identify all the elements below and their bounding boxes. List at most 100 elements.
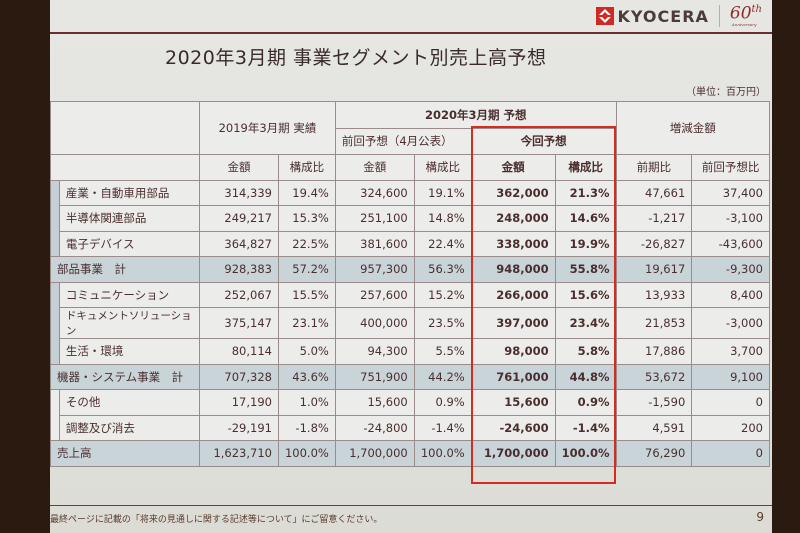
fy19-ratio: -1.8% (277, 414, 336, 441)
row-label: ドキュメントソリューション (58, 307, 201, 339)
cur-amount: 248,000 (470, 205, 556, 232)
fy19-amount: 314,339 (199, 179, 279, 206)
prev-ratio: 100.0% (413, 440, 472, 467)
prev-ratio: 5.5% (413, 338, 472, 365)
vs-prev: -43,600 (691, 230, 770, 257)
vs-prior: -1,590 (615, 389, 693, 416)
prev-amount: 324,600 (334, 179, 415, 206)
fy19-ratio: 5.0% (277, 338, 336, 365)
cur-amount: 1,700,000 (470, 440, 556, 467)
group-stripe (50, 389, 60, 441)
cur-ratio: 5.8% (554, 338, 617, 365)
row-label: 調整及び消去 (58, 414, 201, 441)
header-prev-ratio: 構成比 (413, 154, 472, 181)
fy19-ratio: 19.4% (277, 179, 336, 206)
fy19-amount: 17,190 (199, 389, 279, 416)
page-title: 2020年3月期 事業セグメント別売上高予想 (165, 47, 547, 69)
vs-prior: 76,290 (615, 440, 693, 467)
prev-amount: -24,800 (334, 414, 415, 441)
footer-rule (50, 505, 772, 506)
slide: KYOCERA 60th Anniversary 2020年3月期 事業セグメン… (49, 0, 772, 533)
row-label: その他 (58, 389, 201, 416)
table-row: 半導体関連部品 249,217 15.3% 251,100 14.8% 248,… (51, 205, 770, 232)
row-label: コミュニケーション (58, 281, 201, 308)
anniversary-sub: Anniversary (731, 22, 757, 28)
cur-amount: 761,000 (470, 363, 556, 390)
fy19-amount: 80,114 (199, 338, 279, 365)
footnote: 最終ページに記載の「将来の見通しに関する記述等について」にご留意ください。 (50, 515, 383, 525)
prev-ratio: 44.2% (413, 363, 472, 390)
cur-ratio: 19.9% (554, 230, 617, 257)
cur-ratio: 23.4% (554, 307, 617, 339)
subtotal-row: 機器・システム事業 計 707,328 43.6% 751,900 44.2% … (49, 363, 770, 390)
table-row: 生活・環境 80,114 5.0% 94,300 5.5% 98,000 5.8… (51, 338, 770, 365)
row-label: 機器・システム事業 計 (49, 363, 201, 390)
fy19-amount: 252,067 (199, 281, 279, 308)
group-stripe (50, 179, 60, 257)
prev-amount: 94,300 (334, 338, 415, 365)
fy19-amount: 1,623,710 (199, 440, 279, 467)
header-current-forecast: 今回予想 (470, 127, 617, 155)
total-row: 売上高 1,623,710 100.0% 1,700,000 100.0% 1,… (49, 440, 770, 467)
vs-prev: -9,300 (691, 256, 770, 283)
vs-prev: 37,400 (691, 179, 770, 206)
fy19-ratio: 15.5% (277, 281, 336, 308)
prev-ratio: -1.4% (413, 414, 472, 441)
fy19-amount: 375,147 (199, 307, 279, 339)
fy19-amount: 249,217 (199, 205, 279, 232)
vs-prev: 3,700 (691, 338, 770, 365)
vs-prior: 17,886 (615, 338, 693, 365)
cur-amount: 397,000 (470, 307, 556, 339)
cur-amount: -24,600 (470, 414, 556, 441)
corner-header (49, 101, 201, 155)
cur-amount: 362,000 (470, 179, 556, 206)
prev-amount: 15,600 (334, 389, 415, 416)
cur-ratio: 44.8% (554, 363, 617, 390)
table-row: 調整及び消去 -29,191 -1.8% -24,800 -1.4% -24,6… (51, 414, 770, 441)
header-fy2020: 2020年3月期 予想 (334, 101, 617, 129)
anniversary-badge: 60th Anniversary (729, 3, 762, 27)
cur-ratio: -1.4% (554, 414, 617, 441)
prev-amount: 251,100 (334, 205, 415, 232)
prev-ratio: 15.2% (413, 281, 472, 308)
vs-prev: -3,100 (691, 205, 770, 232)
header-vs-prior-year: 前期比 (615, 154, 693, 181)
row-label: 電子デバイス (58, 230, 201, 257)
vs-prior: 53,672 (615, 363, 693, 390)
logo-divider (718, 5, 720, 27)
subtotal-row: 部品事業 計 928,383 57.2% 957,300 56.3% 948,0… (49, 256, 770, 283)
fy19-amount: 707,328 (199, 363, 279, 390)
header-previous-forecast: 前回予想（4月公表） (334, 127, 472, 155)
vs-prev: 200 (691, 414, 770, 441)
logo-text: KYOCERA (617, 6, 709, 26)
row-label: 売上高 (49, 440, 201, 467)
unit-label: （単位：百万円） (686, 87, 766, 98)
header-change: 増減金額 (615, 101, 771, 155)
fy19-ratio: 43.6% (277, 363, 336, 390)
vs-prev: 0 (691, 389, 770, 416)
prev-ratio: 23.5% (413, 307, 472, 339)
table-row: その他 17,190 1.0% 15,600 0.9% 15,600 0.9% … (50, 389, 770, 441)
vs-prev: 0 (691, 440, 770, 467)
fy19-ratio: 1.0% (277, 389, 336, 416)
vs-prev: 9,100 (691, 363, 770, 390)
row-label: 半導体関連部品 (58, 205, 201, 232)
vs-prev: -3,000 (691, 307, 770, 339)
vs-prior: 47,661 (615, 179, 693, 206)
cur-amount: 338,000 (470, 230, 556, 257)
cur-amount: 948,000 (470, 256, 556, 283)
prev-ratio: 19.1% (413, 179, 472, 206)
fy19-ratio: 22.5% (277, 230, 336, 257)
fy19-amount: 364,827 (199, 230, 279, 257)
fy19-amount: -29,191 (199, 414, 279, 441)
vs-prior: -1,217 (615, 205, 693, 232)
fy19-ratio: 57.2% (277, 256, 336, 283)
page-number: 9 (756, 510, 764, 524)
table-row: コミュニケーション 252,067 15.5% 257,600 15.2% 26… (50, 281, 770, 365)
vs-prior: 21,853 (615, 307, 693, 339)
cur-ratio: 55.8% (554, 256, 617, 283)
anniversary-number: 60 (729, 3, 752, 24)
row-label: 部品事業 計 (49, 256, 201, 283)
cur-ratio: 100.0% (554, 440, 617, 467)
cur-ratio: 14.6% (554, 205, 617, 232)
